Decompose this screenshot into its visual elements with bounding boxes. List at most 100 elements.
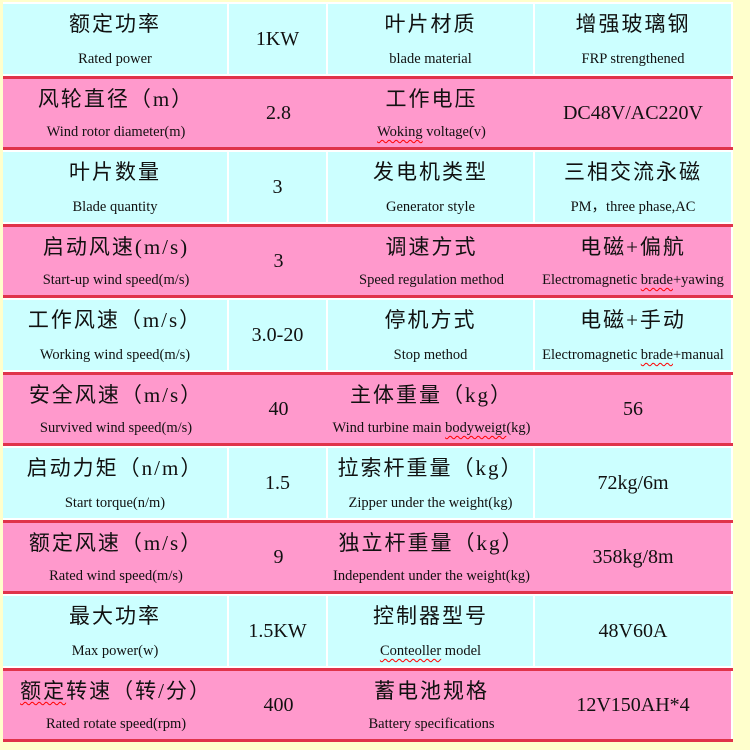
- param-value-cell: 增强玻璃钢 FRP strengthened: [535, 4, 733, 74]
- param-name-cell: 控制器型号 Conteoller model: [328, 596, 535, 666]
- label-en: Rated wind speed(m/s): [49, 568, 183, 585]
- label-en: Conteoller model: [379, 643, 482, 660]
- param-name-cell: 叶片数量 Blade quantity: [3, 152, 229, 222]
- label-zh: 控制器型号: [373, 604, 488, 628]
- label-zh: 叶片材质: [384, 12, 477, 36]
- table-row: 额定转速（转/分） Rated rotate speed(rpm) 400 蓄电池规格…: [3, 668, 733, 742]
- label-zh: 增强玻璃钢: [575, 12, 691, 36]
- param-value: 56: [623, 397, 643, 420]
- param-value: 12V150AH*4: [576, 693, 690, 716]
- table-row: 额定功率 Rated power 1KW 叶片材质 blade material 增强玻璃…: [3, 2, 733, 76]
- label-zh: 额定功率: [69, 12, 161, 36]
- label-zh: 工作风速（m/s）: [27, 308, 203, 332]
- label-zh: 额定转速（转/分）: [20, 679, 212, 703]
- label-en: Electromagnetic brade+manual: [542, 347, 724, 364]
- label-en: Battery specifications: [368, 716, 495, 733]
- label-zh: 电磁+偏航: [580, 235, 686, 259]
- param-value: 72kg/6m: [597, 471, 669, 494]
- param-value-cell: 1.5: [229, 448, 328, 518]
- param-value-cell: 电磁+偏航 Electromagnetic brade+yawing: [535, 227, 733, 295]
- param-name-cell: 工作风速（m/s） Working wind speed(m/s): [3, 300, 229, 370]
- label-en: Rated power: [78, 51, 152, 68]
- label-zh: 启动力矩（n/m）: [26, 456, 204, 480]
- param-name-cell: 停机方式 Stop method: [328, 300, 535, 370]
- table-row: 工作风速（m/s） Working wind speed(m/s) 3.0-20 停机…: [3, 298, 733, 372]
- param-value: 48V60A: [598, 619, 668, 642]
- param-name-cell: 独立杆重量（kg） Independent under the weight(kg…: [328, 523, 535, 591]
- label-zh: 工作电压: [385, 87, 478, 111]
- param-name-cell: 最大功率 Max power(w): [3, 596, 229, 666]
- label-en: Start-up wind speed(m/s): [42, 272, 190, 289]
- label-en: blade material: [389, 51, 472, 68]
- label-zh: 三相交流永磁: [564, 160, 702, 184]
- param-value: DC48V/AC220V: [562, 101, 703, 124]
- label-zh: 最大功率: [69, 604, 161, 628]
- param-value: 1.5: [265, 471, 290, 494]
- spec-table: 额定功率 Rated power 1KW 叶片材质 blade material 增强玻璃…: [3, 2, 733, 742]
- param-value-cell: 400: [229, 671, 328, 739]
- param-value-cell: 三相交流永磁 PM，three phase,AC: [535, 152, 733, 222]
- label-en: Electromagnetic brade+yawing: [542, 272, 724, 289]
- table-row: 额定风速（m/s） Rated wind speed(m/s) 9 独立杆重量（kg）…: [3, 520, 733, 594]
- label-zh: 蓄电池规格: [374, 679, 489, 703]
- label-en: Wind rotor diameter(m): [46, 124, 186, 141]
- param-value-cell: 358kg/8m: [535, 523, 733, 591]
- param-value-cell: 1.5KW: [229, 596, 328, 666]
- param-value: 2.8: [266, 101, 291, 124]
- label-zh: 安全风速（m/s）: [28, 383, 204, 407]
- param-value-cell: 56: [535, 375, 733, 443]
- param-name-cell: 额定转速（转/分） Rated rotate speed(rpm): [3, 671, 229, 739]
- spellcheck-squiggle: 额定: [20, 679, 67, 703]
- param-value: 358kg/8m: [592, 545, 674, 568]
- label-en: Start torque(n/m): [64, 495, 166, 512]
- param-name-cell: 发电机类型 Generator style: [328, 152, 535, 222]
- param-value-cell: 12V150AH*4: [535, 671, 733, 739]
- param-value-cell: 1KW: [229, 4, 328, 74]
- label-en: FRP strengthened: [581, 51, 685, 68]
- param-name-cell: 调速方式 Speed regulation method: [328, 227, 535, 295]
- param-name-cell: 额定功率 Rated power: [3, 4, 229, 74]
- label-zh: 叶片数量: [69, 160, 161, 184]
- label-en: Working wind speed(m/s): [39, 347, 191, 364]
- param-value: 3.0-20: [251, 323, 304, 346]
- param-name-cell: 工作电压 Woking voltage(v): [328, 79, 535, 147]
- label-en: Zipper under the weight(kg): [348, 495, 513, 512]
- param-name-cell: 安全风速（m/s） Survived wind speed(m/s): [3, 375, 229, 443]
- label-zh: 调速方式: [385, 235, 478, 259]
- label-zh: 发电机类型: [373, 160, 488, 184]
- param-value-cell: 9: [229, 523, 328, 591]
- label-zh: 主体重量（kg）: [350, 383, 513, 407]
- label-en: Survived wind speed(m/s): [39, 420, 193, 437]
- param-value: 40: [268, 397, 289, 420]
- label-en: PM，three phase,AC: [570, 199, 696, 216]
- table-row: 启动风速(m/s) Start-up wind speed(m/s) 3 调速方式 Sp…: [3, 224, 733, 298]
- label-en: Stop method: [393, 347, 468, 364]
- param-value: 3: [273, 249, 284, 272]
- param-value-cell: 3: [229, 227, 328, 295]
- label-en: Wind turbine main bodyweigt(kg): [332, 420, 531, 437]
- label-zh: 停机方式: [384, 308, 477, 332]
- label-zh: 启动风速(m/s): [42, 235, 190, 259]
- table-row: 启动力矩（n/m） Start torque(n/m) 1.5 拉索杆重量（kg） Zi…: [3, 446, 733, 520]
- param-name-cell: 额定风速（m/s） Rated wind speed(m/s): [3, 523, 229, 591]
- table-row: 最大功率 Max power(w) 1.5KW 控制器型号 Conteoller mod…: [3, 594, 733, 668]
- table-row: 安全风速（m/s） Survived wind speed(m/s) 40 主体重量（…: [3, 372, 733, 446]
- param-value: 1.5KW: [248, 619, 307, 642]
- label-en: Generator style: [386, 199, 475, 216]
- label-en: Woking voltage(v): [377, 124, 486, 141]
- table-row: 叶片数量 Blade quantity 3 发电机类型 Generator style 三…: [3, 150, 733, 224]
- spellcheck-squiggle: brade: [640, 347, 673, 364]
- param-value-cell: 40: [229, 375, 328, 443]
- param-name-cell: 启动风速(m/s) Start-up wind speed(m/s): [3, 227, 229, 295]
- label-zh: 电磁+手动: [580, 308, 686, 332]
- param-name-cell: 启动力矩（n/m） Start torque(n/m): [3, 448, 229, 518]
- spellcheck-squiggle: Woking: [377, 124, 423, 141]
- param-value: 9: [273, 545, 284, 568]
- table-row: 风轮直径（m） Wind rotor diameter(m) 2.8 工作电压 Woki…: [3, 76, 733, 150]
- label-zh: 拉索杆重量（kg）: [337, 456, 524, 480]
- label-zh: 独立杆重量（kg）: [338, 531, 525, 555]
- spellcheck-squiggle: Conteoller: [379, 643, 442, 660]
- label-en: Speed regulation method: [359, 272, 504, 289]
- spellcheck-squiggle: brade: [640, 272, 673, 289]
